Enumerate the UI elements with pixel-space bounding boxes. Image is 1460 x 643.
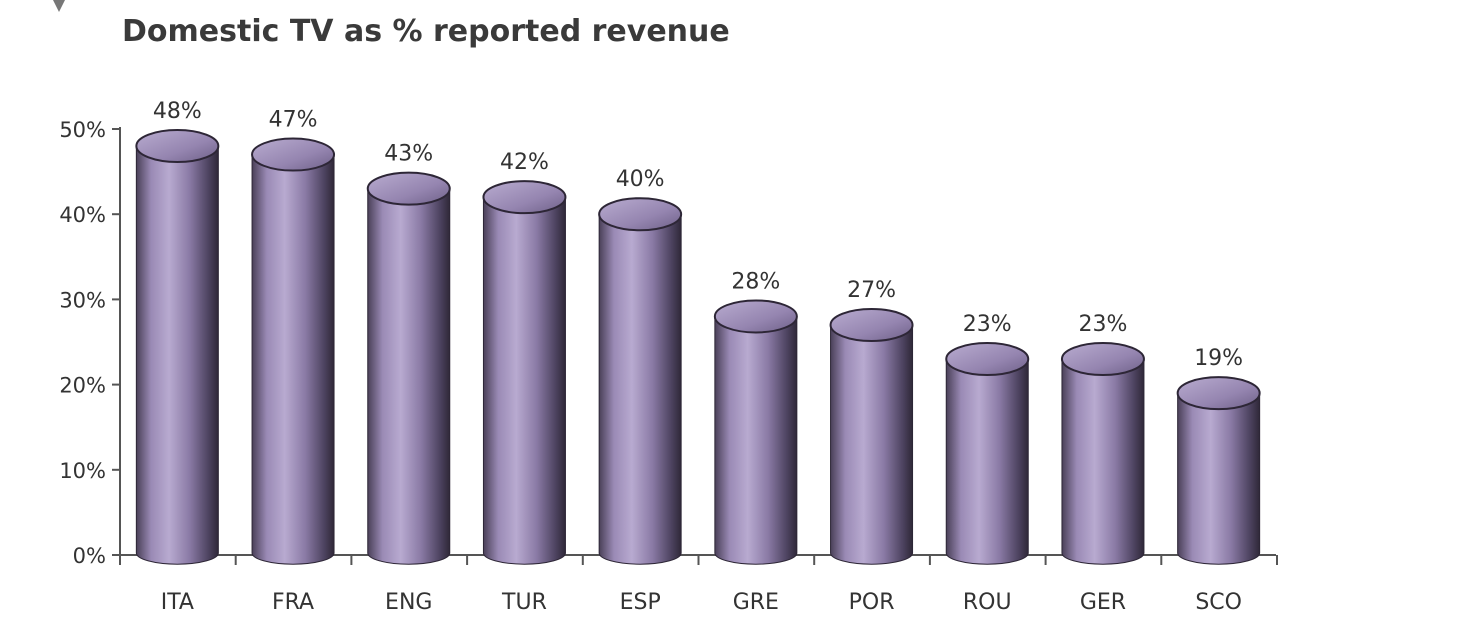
corner-marker [53, 0, 65, 12]
x-tick-label: ESP [620, 590, 661, 615]
bar-top [945, 342, 1030, 377]
bar-ita [135, 129, 220, 565]
x-tick-label: TUR [501, 590, 547, 615]
bar-top [251, 137, 336, 172]
y-tick-label: 10% [59, 459, 106, 483]
bar-top [1176, 376, 1261, 411]
bar-ger [1060, 342, 1145, 565]
bar-body [482, 196, 566, 565]
y-tick-label: 40% [59, 203, 106, 227]
x-tick-label: ENG [385, 590, 432, 615]
bar-body [367, 188, 451, 565]
bar-body [251, 154, 335, 565]
data-label: 27% [847, 278, 896, 303]
data-label: 40% [616, 167, 665, 192]
bar-body [830, 324, 914, 565]
bar-sco [1176, 376, 1261, 565]
bar-top [482, 180, 567, 215]
bar-top [829, 307, 914, 342]
bar-por [829, 307, 914, 565]
y-tick-label: 50% [59, 118, 106, 142]
x-tick-label: POR [849, 590, 895, 615]
bar-top [713, 299, 798, 334]
data-label: 48% [153, 99, 202, 124]
x-tick-label: ROU [963, 590, 1012, 615]
bar-gre [713, 299, 798, 565]
chart-title: Domestic TV as % reported revenue [122, 14, 730, 49]
bar-body [598, 213, 682, 565]
bar-body [945, 358, 1029, 565]
bar-body [714, 315, 798, 565]
bar-body [135, 145, 219, 565]
y-tick-label: 0% [73, 544, 106, 568]
y-tick-label: 20% [59, 374, 106, 398]
bar-rou [945, 342, 1030, 565]
data-label: 43% [384, 142, 433, 167]
bar-top [598, 197, 683, 232]
bar-top [135, 129, 220, 164]
data-label: 28% [731, 269, 780, 294]
y-tick-label: 30% [59, 288, 106, 312]
bar-esp [598, 197, 683, 565]
bar-fra [251, 137, 336, 565]
x-tick-label: FRA [272, 590, 314, 615]
bar-top [366, 171, 451, 206]
bar-eng [366, 171, 451, 565]
x-tick-label: SCO [1195, 590, 1242, 615]
data-label: 23% [963, 312, 1012, 337]
x-tick-label: ITA [161, 590, 194, 615]
bar-body [1061, 358, 1145, 565]
data-label: 47% [269, 108, 318, 133]
bar-body [1177, 392, 1261, 565]
data-label: 23% [1078, 312, 1127, 337]
data-label: 19% [1194, 346, 1243, 371]
bar-top [1060, 342, 1145, 377]
x-tick-label: GRE [733, 590, 779, 615]
bar-tur [482, 180, 567, 565]
data-label: 42% [500, 150, 549, 175]
x-tick-label: GER [1080, 590, 1126, 615]
